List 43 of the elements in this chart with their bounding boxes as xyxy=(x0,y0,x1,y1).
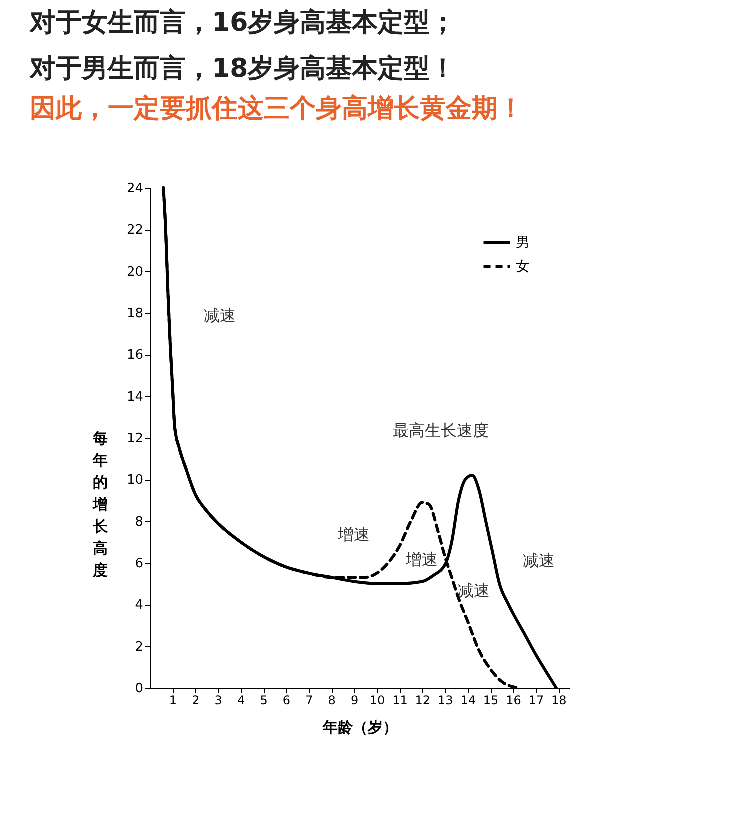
annotation: 增速 xyxy=(405,550,438,569)
x-tick-label: 9 xyxy=(351,694,359,708)
x-tick-label: 10 xyxy=(370,694,386,708)
y-tick-label: 14 xyxy=(126,390,144,405)
annotation: 最高生长速度 xyxy=(393,421,489,440)
x-tick-label: 16 xyxy=(506,694,522,708)
x-tick-label: 2 xyxy=(192,694,200,708)
annotation: 减速 xyxy=(523,551,555,570)
x-tick-label: 7 xyxy=(306,694,314,708)
x-tick-label: 6 xyxy=(282,694,291,708)
x-tick-label: 3 xyxy=(214,694,222,708)
y-tick-label: 16 xyxy=(126,348,144,364)
x-tick-label: 11 xyxy=(392,694,408,708)
x-tick-label: 17 xyxy=(528,694,544,708)
x-tick-label: 13 xyxy=(438,694,454,708)
x-axis-title: 年龄（岁） xyxy=(322,718,398,736)
y-tick-label: 22 xyxy=(126,223,144,238)
y-tick-label: 0 xyxy=(135,682,144,696)
chart-subtitle: 因此，一定要抓住这三个身高增长黄金期！ xyxy=(30,94,524,124)
x-tick-label: 4 xyxy=(237,694,246,708)
chart-title: 对于女生而言，16岁身高基本定型；对于男生而言，18岁身高基本定型！ xyxy=(29,8,456,84)
x-tick-label: 8 xyxy=(328,694,336,708)
y-tick-label: 18 xyxy=(126,306,144,322)
y-tick-label: 8 xyxy=(135,514,144,530)
x-tick-label: 14 xyxy=(460,694,476,708)
x-tick-label: 15 xyxy=(483,694,499,708)
annotation: 增速 xyxy=(337,525,370,544)
legend-label: 男 xyxy=(516,235,530,251)
y-tick-label: 4 xyxy=(135,598,144,614)
annotation: 减速 xyxy=(204,306,236,325)
y-tick-label: 20 xyxy=(126,264,144,280)
y-tick-label: 10 xyxy=(126,473,144,488)
x-tick-label: 5 xyxy=(260,694,268,708)
y-axis-title: 每年的增长高度 xyxy=(92,430,109,580)
y-tick-label: 24 xyxy=(126,182,144,196)
y-tick-label: 2 xyxy=(135,640,144,655)
y-tick-label: 12 xyxy=(126,432,144,446)
x-tick-label: 12 xyxy=(415,694,431,708)
legend-label: 女 xyxy=(516,259,530,275)
annotation: 减速 xyxy=(458,581,490,600)
y-tick-label: 6 xyxy=(135,556,144,572)
x-tick-label: 18 xyxy=(552,694,567,708)
x-tick-label: 1 xyxy=(169,694,178,708)
